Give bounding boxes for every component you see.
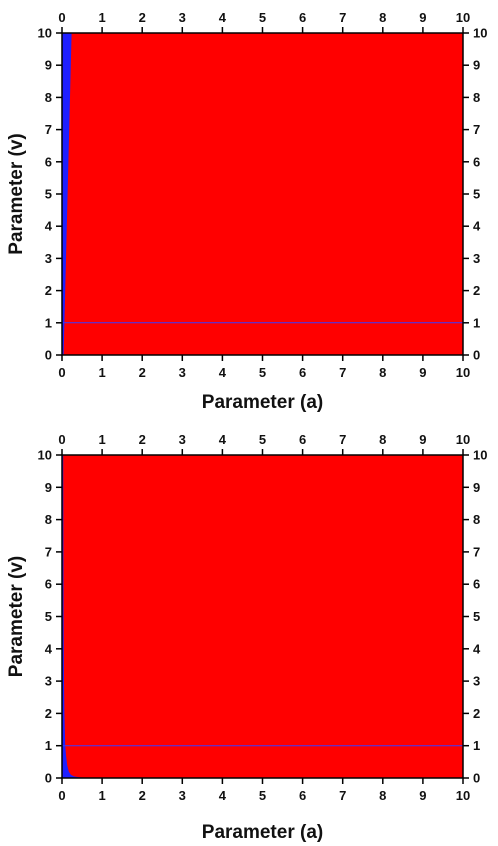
y-tick-label-left: 7 — [45, 544, 52, 559]
y-tick-label-right: 4 — [473, 641, 481, 656]
y-tick-label-right: 2 — [473, 706, 480, 721]
x-tick-label-bottom: 0 — [58, 365, 65, 380]
x-tick-label-bottom: 3 — [179, 788, 186, 803]
y-tick-label-right: 5 — [473, 187, 480, 202]
y-tick-label-right: 9 — [473, 58, 480, 73]
x-tick-label-bottom: 5 — [259, 788, 266, 803]
x-tick-label-top: 9 — [419, 432, 426, 447]
x-tick-label-bottom: 10 — [456, 365, 470, 380]
y-tick-label-right: 1 — [473, 738, 480, 753]
y-tick-label-left: 2 — [45, 706, 52, 721]
x-tick-label-bottom: 9 — [419, 365, 426, 380]
y-tick-label-left: 10 — [38, 26, 52, 41]
x-tick-label-bottom: 7 — [339, 788, 346, 803]
y-tick-label-left: 7 — [45, 122, 52, 137]
y-tick-label-left: 0 — [45, 771, 52, 786]
x-tick-label-bottom: 6 — [299, 788, 306, 803]
y-tick-label-left: 5 — [45, 609, 52, 624]
y-tick-label-left: 3 — [45, 251, 52, 266]
x-tick-label-top: 6 — [299, 432, 306, 447]
x-tick-label-bottom: 5 — [259, 365, 266, 380]
x-tick-label-top: 7 — [339, 10, 346, 25]
y-tick-label-right: 7 — [473, 122, 480, 137]
x-tick-label-top: 4 — [219, 10, 227, 25]
x-tick-label-top: 7 — [339, 432, 346, 447]
y-tick-label-right: 1 — [473, 315, 480, 330]
x-axis-title: Parameter (a) — [202, 822, 323, 843]
x-tick-label-bottom: 7 — [339, 365, 346, 380]
y-tick-label-left: 4 — [45, 219, 53, 234]
x-tick-label-bottom: 2 — [139, 788, 146, 803]
y-tick-label-right: 4 — [473, 219, 481, 234]
y-tick-label-left: 5 — [45, 187, 52, 202]
y-tick-label-left: 6 — [45, 154, 52, 169]
x-tick-label-top: 8 — [379, 432, 386, 447]
y-tick-label-left: 9 — [45, 58, 52, 73]
x-tick-label-top: 8 — [379, 10, 386, 25]
y-tick-label-left: 6 — [45, 577, 52, 592]
x-tick-label-top: 0 — [58, 10, 65, 25]
y-tick-label-right: 6 — [473, 154, 480, 169]
y-tick-label-left: 2 — [45, 283, 52, 298]
x-tick-label-bottom: 6 — [299, 365, 306, 380]
y-tick-label-left: 8 — [45, 512, 52, 527]
x-tick-label-top: 5 — [259, 10, 266, 25]
y-tick-label-right: 3 — [473, 674, 480, 689]
y-tick-label-left: 1 — [45, 738, 52, 753]
y-tick-label-right: 0 — [473, 348, 480, 363]
y-tick-label-right: 8 — [473, 90, 480, 105]
x-tick-label-bottom: 10 — [456, 788, 470, 803]
x-tick-label-top: 4 — [219, 432, 227, 447]
blue-region — [62, 33, 72, 355]
x-tick-label-top: 10 — [456, 432, 470, 447]
y-tick-label-left: 4 — [45, 641, 53, 656]
y-tick-label-left: 10 — [38, 448, 52, 463]
y-tick-label-right: 5 — [473, 609, 480, 624]
y-tick-label-right: 8 — [473, 512, 480, 527]
x-tick-label-top: 0 — [58, 432, 65, 447]
x-tick-label-bottom: 0 — [58, 788, 65, 803]
y-tick-label-right: 0 — [473, 771, 480, 786]
y-tick-label-right: 9 — [473, 480, 480, 495]
x-tick-label-bottom: 1 — [98, 788, 105, 803]
x-tick-label-top: 5 — [259, 432, 266, 447]
background-region — [62, 33, 463, 355]
y-tick-label-left: 3 — [45, 674, 52, 689]
x-tick-label-top: 6 — [299, 10, 306, 25]
x-tick-label-top: 1 — [98, 432, 105, 447]
y-tick-label-right: 2 — [473, 283, 480, 298]
x-tick-label-top: 2 — [139, 10, 146, 25]
x-tick-label-top: 3 — [179, 432, 186, 447]
x-tick-label-top: 3 — [179, 10, 186, 25]
x-tick-label-bottom: 3 — [179, 365, 186, 380]
y-tick-label-left: 9 — [45, 480, 52, 495]
x-tick-label-bottom: 9 — [419, 788, 426, 803]
x-tick-label-bottom: 4 — [219, 788, 227, 803]
y-tick-label-right: 6 — [473, 577, 480, 592]
x-tick-label-bottom: 8 — [379, 788, 386, 803]
y-axis-title: Parameter (v) — [6, 133, 27, 254]
x-tick-label-bottom: 8 — [379, 365, 386, 380]
y-tick-label-left: 0 — [45, 348, 52, 363]
y-tick-label-right: 10 — [473, 26, 487, 41]
y-tick-label-left: 8 — [45, 90, 52, 105]
x-tick-label-top: 10 — [456, 10, 470, 25]
x-tick-label-bottom: 4 — [219, 365, 227, 380]
y-tick-label-right: 3 — [473, 251, 480, 266]
background-region — [62, 455, 463, 778]
x-axis-title: Parameter (a) — [202, 392, 323, 413]
x-tick-label-top: 2 — [139, 432, 146, 447]
y-tick-label-right: 10 — [473, 448, 487, 463]
y-axis-title: Parameter (v) — [6, 556, 27, 677]
x-tick-label-top: 9 — [419, 10, 426, 25]
x-tick-label-bottom: 1 — [98, 365, 105, 380]
x-tick-label-bottom: 2 — [139, 365, 146, 380]
x-tick-label-top: 1 — [98, 10, 105, 25]
y-tick-label-left: 1 — [45, 315, 52, 330]
y-tick-label-right: 7 — [473, 544, 480, 559]
